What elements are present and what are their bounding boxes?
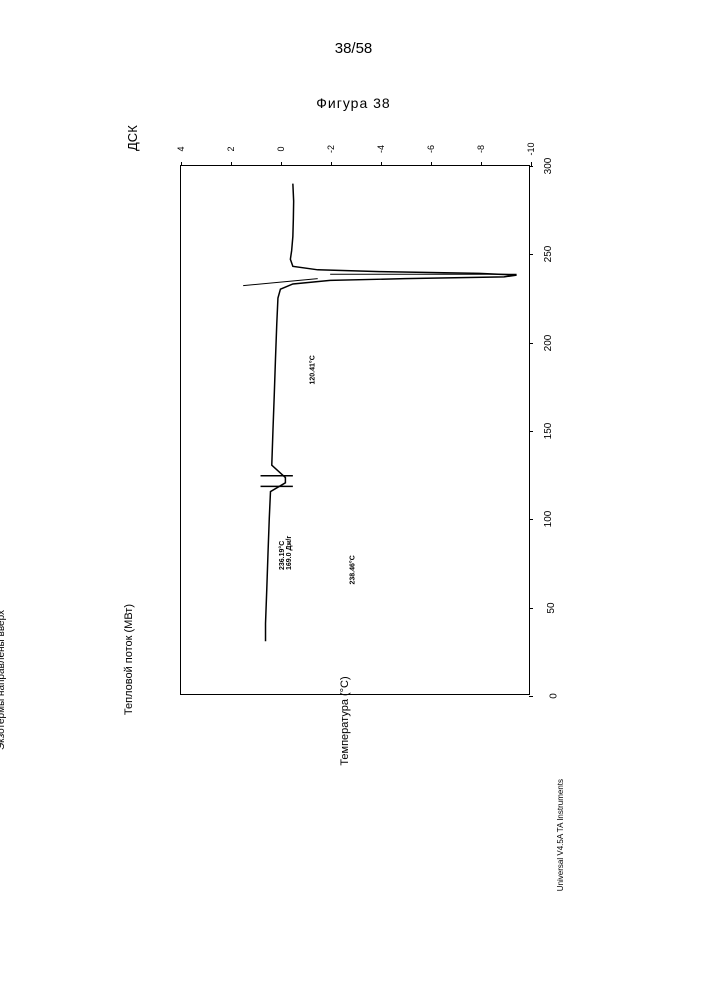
heat-flow-tick-mark	[481, 162, 482, 166]
heat-flow-tick-mark	[231, 162, 232, 166]
temp-tick-label: 150	[543, 423, 554, 440]
temp-tick-label: 250	[543, 246, 554, 263]
heat-flow-tick-label: -2	[326, 145, 336, 153]
temp-tick-label: 0	[549, 693, 560, 699]
heat-flow-tick-label: -4	[376, 145, 386, 153]
heat-flow-tick-mark	[381, 162, 382, 166]
dsc-curve	[181, 166, 529, 694]
chart-title: ДСК	[125, 125, 140, 151]
exo-direction-note: Экзотермы направлены вверх	[0, 610, 7, 750]
peak-onset-label: 236.19°C 169.0 Дж/г	[279, 536, 293, 570]
software-note: Universal V4.5A TA Instruments	[556, 779, 565, 891]
heat-flow-tick-label: -6	[426, 145, 436, 153]
minor-peak-label: 120.41°C	[310, 355, 317, 384]
heat-flow-tick-mark	[181, 162, 182, 166]
temp-tick-label: 300	[543, 158, 554, 175]
heat-flow-tick-label: -8	[476, 145, 486, 153]
temp-tick-mark	[529, 519, 533, 520]
enthalpy: 169.0 Дж/г	[286, 536, 293, 570]
figure-title: Фигура 38	[316, 95, 390, 111]
temp-tick-label: 200	[543, 334, 554, 351]
temp-tick-mark	[529, 431, 533, 432]
page-number: 38/58	[335, 40, 373, 57]
onset-temp: 236.19°C	[279, 541, 286, 570]
temp-tick-label: 50	[546, 602, 557, 613]
heat-flow-tick-mark	[281, 162, 282, 166]
temp-tick-mark	[529, 254, 533, 255]
heat-flow-tick-label: 0	[276, 146, 286, 151]
temp-tick-mark	[529, 696, 533, 697]
heat-flow-tick-label: 2	[226, 146, 236, 151]
plot-area: 236.19°C 169.0 Дж/г 238.46°C 120.41°C -1…	[180, 165, 530, 695]
temp-tick-label: 100	[543, 511, 554, 528]
temp-tick-mark	[529, 608, 533, 609]
x-axis-label: Температура (°C)	[339, 676, 351, 765]
temp-tick-mark	[529, 343, 533, 344]
heat-flow-tick-mark	[331, 162, 332, 166]
dsc-chart: ДСК 236.19°C 169.0 Дж/г 238.46°C 120.41°…	[135, 165, 555, 715]
heat-flow-tick-label: -10	[526, 142, 536, 155]
peak-temp-label: 238.46°C	[350, 555, 357, 584]
y-axis-label: Тепловой поток (МВт)	[123, 604, 135, 715]
temp-tick-mark	[529, 166, 533, 167]
heat-flow-tick-mark	[431, 162, 432, 166]
heat-flow-tick-label: 4	[176, 146, 186, 151]
